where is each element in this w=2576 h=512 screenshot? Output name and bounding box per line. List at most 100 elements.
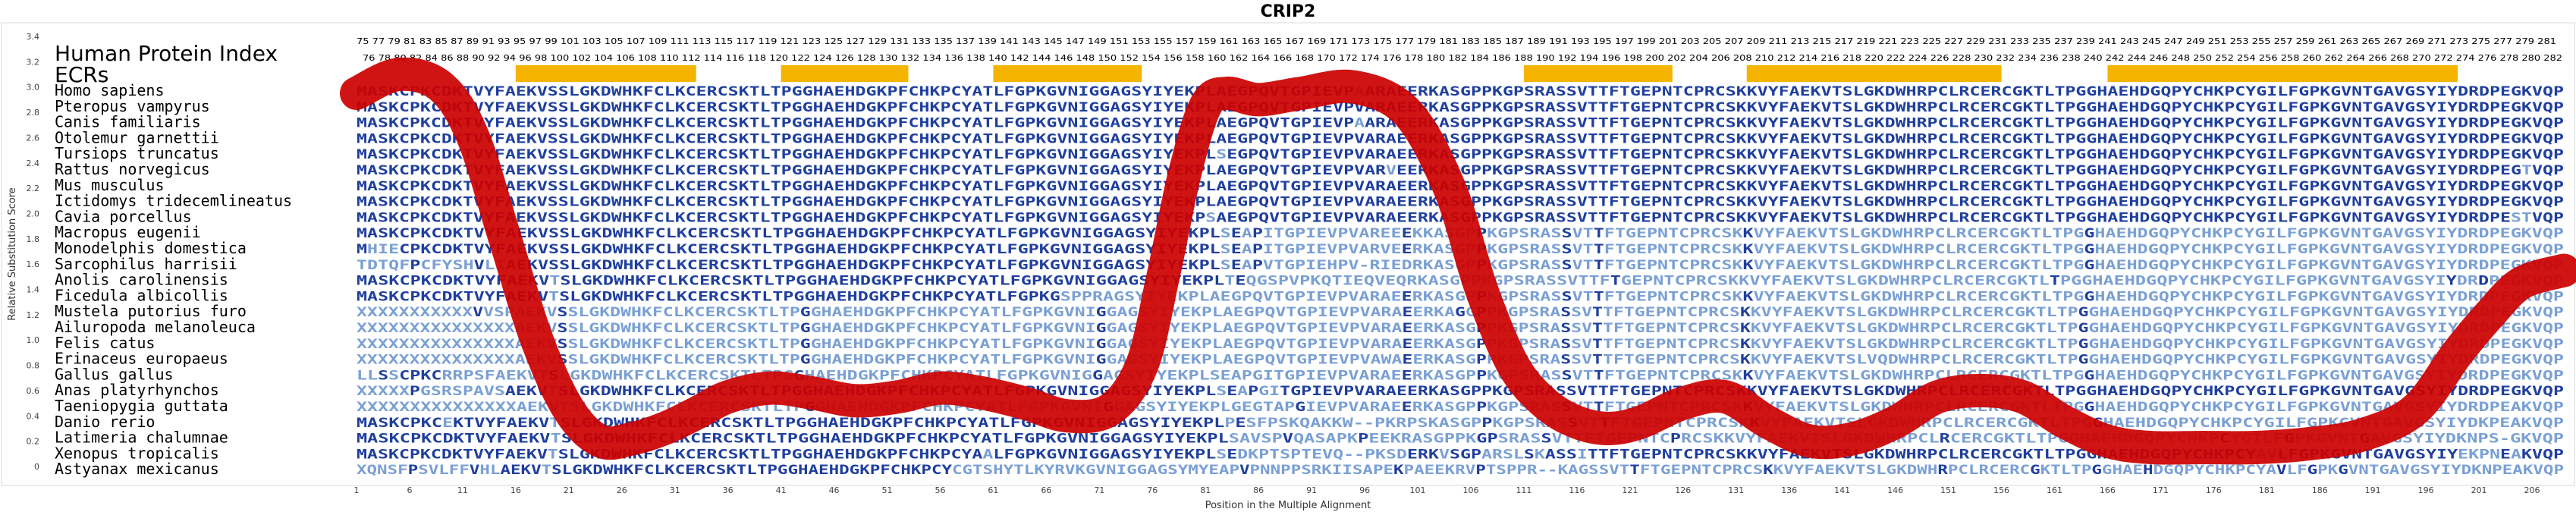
x-tick-label: 16 (510, 485, 521, 495)
species-name: Mus musculus (55, 176, 165, 194)
x-tick-label: 21 (564, 485, 574, 495)
y-tick-label: 1.6 (27, 259, 40, 269)
species-name: Felis catus (55, 334, 155, 352)
y-tick-label: 2.8 (27, 108, 40, 118)
species-name: Ictidomys tridecemlineatus (55, 192, 292, 210)
x-tick-label: 126 (1675, 485, 1691, 495)
x-tick-label: 186 (2312, 485, 2328, 495)
x-tick-label: 121 (1622, 485, 1638, 495)
y-tick-label: 1.4 (27, 285, 40, 295)
species-name: Taeniopygia guttata (55, 397, 228, 415)
species-name: Homo sapiens (55, 81, 165, 99)
y-tick-label: 0.6 (27, 386, 40, 396)
y-axis: 0 0.2 0.4 0.6 0.8 1.0 1.2 1.4 1.6 1.8 2.0 2.2 2.4 2.6… (27, 32, 40, 472)
ecrs-label: ECRs (55, 62, 108, 87)
x-tick-label: 41 (776, 485, 787, 495)
ecr-bar (515, 65, 696, 82)
ecr-bar (2107, 65, 2458, 82)
y-tick-label: 2.2 (27, 184, 40, 193)
species-name: Erinaceus europaeus (55, 350, 228, 368)
species-name: Canis familiaris (55, 113, 201, 131)
y-tick-label: 2.0 (27, 209, 40, 218)
x-tick-label: 196 (2418, 485, 2434, 495)
x-tick-label: 26 (617, 485, 627, 495)
species-name: Latimeria chalumnae (55, 429, 228, 447)
hpi-index-row-even: 76 78 80 82 84 86 88 90 92 94 96 98 100 … (363, 53, 2562, 63)
species-name: Cavia porcellus (55, 207, 192, 225)
y-tick-label: 1.8 (27, 234, 40, 244)
x-tick-label: 11 (457, 485, 468, 495)
x-axis: 1 6 11 16 21 26 31 36 41 46 51 56 61 66 71 76 81 86 91 96 10… (354, 485, 2540, 495)
y-tick-label: 0 (34, 462, 39, 472)
x-tick-label: 136 (1781, 485, 1797, 495)
ecr-bar (993, 65, 1142, 82)
y-tick-label: 2.6 (27, 133, 40, 143)
ecr-bars (515, 65, 2458, 82)
x-tick-label: 131 (1728, 485, 1744, 495)
species-name: Anolis carolinensis (55, 271, 228, 289)
x-tick-label: 76 (1147, 485, 1158, 495)
x-tick-label: 71 (1094, 485, 1104, 495)
y-tick-label: 2.4 (27, 159, 40, 168)
y-tick-label: 1.0 (27, 335, 40, 345)
x-tick-label: 176 (2206, 485, 2222, 495)
x-tick-label: 171 (2153, 485, 2169, 495)
x-tick-label: 161 (2047, 485, 2062, 495)
ecr-bar (1746, 65, 2002, 82)
species-name: Astyanax mexicanus (55, 460, 219, 478)
y-tick-label: 0.4 (27, 411, 40, 421)
x-tick-label: 156 (1993, 485, 2009, 495)
human-protein-index-label: Human Protein Index (55, 41, 278, 66)
hpi-index-row-odd: 75 77 79 81 83 85 87 89 91 93 95 97 99 1… (357, 36, 2556, 46)
x-tick-label: 1 (354, 485, 360, 495)
species-name: Danio rerio (55, 413, 155, 431)
x-tick-label: 101 (1410, 485, 1426, 495)
x-tick-label: 91 (1306, 485, 1317, 495)
species-name: Otolemur garnettii (55, 128, 219, 146)
x-tick-label: 111 (1516, 485, 1531, 495)
plot-frame (1, 22, 2575, 486)
y-tick-label: 3.0 (27, 83, 40, 93)
x-tick-label: 56 (935, 485, 945, 495)
y-tick-label: 0.8 (27, 361, 40, 371)
y-axis-label: Relative Substitution Score (7, 187, 18, 321)
species-name: Macropus eugenii (55, 223, 201, 241)
x-tick-label: 66 (1041, 485, 1051, 495)
x-tick-label: 46 (829, 485, 840, 495)
species-name: Monodelphis domestica (55, 239, 247, 257)
x-axis-label: Position in the Multiple Alignment (1205, 500, 1371, 511)
y-tick-label: 3.4 (27, 32, 40, 42)
species-name: Mustela putorius furo (55, 302, 247, 320)
y-tick-label: 3.2 (27, 57, 40, 67)
score-line-layer (340, 57, 2576, 465)
ecr-bar (781, 65, 909, 82)
x-tick-label: 151 (1940, 485, 1956, 495)
x-tick-label: 201 (2471, 485, 2487, 495)
x-tick-label: 206 (2524, 485, 2540, 495)
x-tick-label: 6 (407, 485, 412, 495)
x-tick-label: 181 (2259, 485, 2275, 495)
x-tick-label: 106 (1462, 485, 1478, 495)
ecr-bar (1523, 65, 1673, 82)
substitution-score-band (340, 57, 2576, 465)
chart-title: CRIP2 (1261, 2, 1316, 21)
x-tick-label: 61 (988, 485, 998, 495)
y-tick-label: 1.2 (27, 310, 40, 320)
